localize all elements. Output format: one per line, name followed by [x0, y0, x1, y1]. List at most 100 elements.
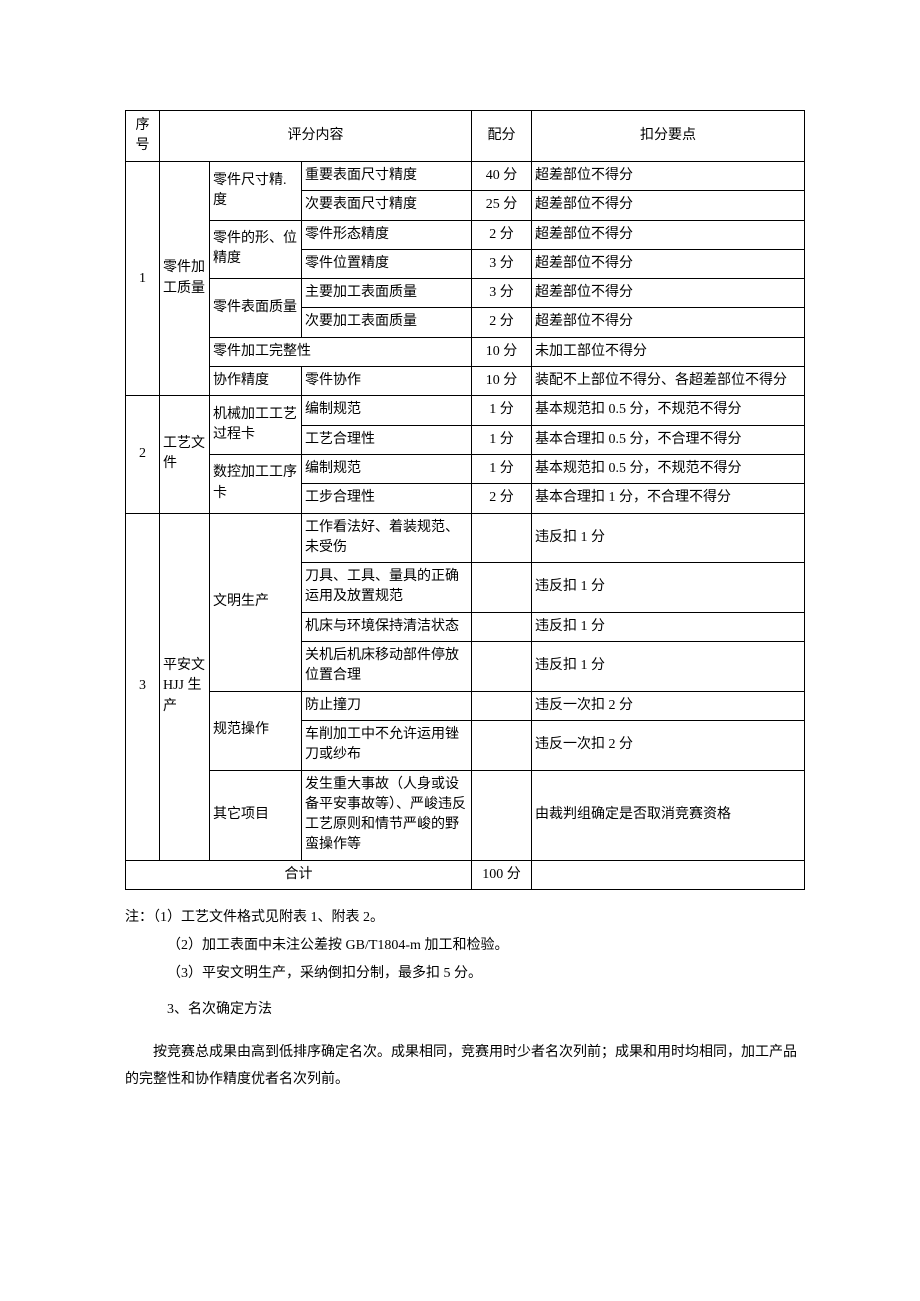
sub-cell: 其它项目: [210, 770, 302, 860]
item-cell: 零件形态精度: [302, 220, 472, 249]
score-cell: 40 分: [472, 162, 532, 191]
score-cell: 1 分: [472, 454, 532, 483]
table-row: 3 平安文HJJ 生产 文明生产 工作看法好、着装规范、未受伤 违反扣 1 分: [126, 513, 805, 563]
note-cell: 违反一次扣 2 分: [532, 691, 805, 720]
note-cell: 超差部位不得分: [532, 249, 805, 278]
note-line-2: （2）加工表面中未注公差按 GB/T1804-m 加工和检验。: [125, 932, 805, 960]
item-cell: 编制规范: [302, 454, 472, 483]
note-cell: 违反一次扣 2 分: [532, 720, 805, 770]
note-cell: 违反扣 1 分: [532, 612, 805, 641]
table-row: 数控加工工序卡 编制规范 1 分 基本规范扣 0.5 分，不规范不得分: [126, 454, 805, 483]
item-cell: 机床与环境保持清洁状态: [302, 612, 472, 641]
note-cell: 基本规范扣 0.5 分，不规范不得分: [532, 454, 805, 483]
item-cell: 零件位置精度: [302, 249, 472, 278]
score-cell: 3 分: [472, 279, 532, 308]
note-cell: 超差部位不得分: [532, 308, 805, 337]
sub-cell: 协作精度: [210, 367, 302, 396]
table-row: 协作精度 零件协作 10 分 装配不上部位不得分、各超差部位不得分: [126, 367, 805, 396]
hdr-note: 扣分要点: [532, 111, 805, 162]
sub-cell: 零件加工完整性: [210, 337, 472, 366]
body-paragraph: 按竞赛总成果由高到低排序确定名次。成果相同，竞赛用时少者名次列前；成果和用时均相…: [125, 1040, 805, 1093]
note-cell: 违反扣 1 分: [532, 513, 805, 563]
idx-cell: 1: [126, 162, 160, 396]
item-cell: 重要表面尺寸精度: [302, 162, 472, 191]
section-3-title: 3、名次确定方法: [125, 996, 805, 1024]
item-cell: 次要表面尺寸精度: [302, 191, 472, 220]
note-cell: 基本合理扣 1 分，不合理不得分: [532, 484, 805, 513]
notes-block: 注：（1）工艺文件格式见附表 1、附表 2。 （2）加工表面中未注公差按 GB/…: [125, 904, 805, 988]
note-1: （1）工艺文件格式见附表 1、附表 2。: [153, 910, 384, 925]
score-cell: [472, 513, 532, 563]
note-prefix: 注：: [125, 910, 153, 925]
total-label: 合计: [126, 860, 472, 889]
sub-cell: 零件表面质量: [210, 279, 302, 338]
score-cell: 3 分: [472, 249, 532, 278]
sub-cell: 机械加工工艺过程卡: [210, 396, 302, 455]
note-line-1: 注：（1）工艺文件格式见附表 1、附表 2。: [125, 904, 805, 932]
table-row: 零件加工完整性 10 分 未加工部位不得分: [126, 337, 805, 366]
note-cell: 基本合理扣 0.5 分，不合理不得分: [532, 425, 805, 454]
item-cell: 零件协作: [302, 367, 472, 396]
table-row: 其它项目 发生重大事故（人身或设备平安事故等）、严峻违反工艺原则和情节严峻的野蛮…: [126, 770, 805, 860]
total-row: 合计 100 分: [126, 860, 805, 889]
table-row: 2 工艺文件 机械加工工艺过程卡 编制规范 1 分 基本规范扣 0.5 分，不规…: [126, 396, 805, 425]
score-cell: [472, 563, 532, 613]
hdr-idx: 序号: [126, 111, 160, 162]
table-row: 零件表面质量 主要加工表面质量 3 分 超差部位不得分: [126, 279, 805, 308]
note-cell: 违反扣 1 分: [532, 642, 805, 692]
item-cell: 防止撞刀: [302, 691, 472, 720]
note-cell: 超差部位不得分: [532, 162, 805, 191]
note-cell: 装配不上部位不得分、各超差部位不得分: [532, 367, 805, 396]
score-cell: [472, 720, 532, 770]
item-cell: 次要加工表面质量: [302, 308, 472, 337]
sub-cell: 零件的形、位精度: [210, 220, 302, 279]
table-row: 规范操作 防止撞刀 违反一次扣 2 分: [126, 691, 805, 720]
sub-cell: 规范操作: [210, 691, 302, 770]
item-cell: 关机后机床移动部件停放位置合理: [302, 642, 472, 692]
item-cell: 主要加工表面质量: [302, 279, 472, 308]
score-cell: 10 分: [472, 367, 532, 396]
sub-cell: 零件尺寸精. 度: [210, 162, 302, 221]
item-cell: 工作看法好、着装规范、未受伤: [302, 513, 472, 563]
sub-cell: 文明生产: [210, 513, 302, 691]
idx-cell: 3: [126, 513, 160, 860]
note-cell: 基本规范扣 0.5 分，不规范不得分: [532, 396, 805, 425]
item-cell: 编制规范: [302, 396, 472, 425]
note-cell: 超差部位不得分: [532, 191, 805, 220]
score-cell: 1 分: [472, 425, 532, 454]
category-cell: 平安文HJJ 生产: [160, 513, 210, 860]
idx-cell: 2: [126, 396, 160, 513]
score-cell: [472, 612, 532, 641]
scoring-table: 序号 评分内容 配分 扣分要点 1 零件加工质量 零件尺寸精. 度 重要表面尺寸…: [125, 110, 805, 890]
table-row: 零件的形、位精度 零件形态精度 2 分 超差部位不得分: [126, 220, 805, 249]
item-cell: 刀具、工具、量具的正确运用及放置规范: [302, 563, 472, 613]
hdr-content: 评分内容: [160, 111, 472, 162]
score-cell: [472, 770, 532, 860]
score-cell: 2 分: [472, 308, 532, 337]
score-cell: 2 分: [472, 484, 532, 513]
item-cell: 发生重大事故（人身或设备平安事故等）、严峻违反工艺原则和情节严峻的野蛮操作等: [302, 770, 472, 860]
table-header-row: 序号 评分内容 配分 扣分要点: [126, 111, 805, 162]
item-cell: 工步合理性: [302, 484, 472, 513]
note-cell: 超差部位不得分: [532, 220, 805, 249]
category-cell: 零件加工质量: [160, 162, 210, 396]
table-row: 1 零件加工质量 零件尺寸精. 度 重要表面尺寸精度 40 分 超差部位不得分: [126, 162, 805, 191]
sub-cell: 数控加工工序卡: [210, 454, 302, 513]
note-cell: 违反扣 1 分: [532, 563, 805, 613]
item-cell: 车削加工中不允许运用锉刀或纱布: [302, 720, 472, 770]
hdr-score: 配分: [472, 111, 532, 162]
score-cell: 2 分: [472, 220, 532, 249]
category-cell: 工艺文件: [160, 396, 210, 513]
score-cell: 25 分: [472, 191, 532, 220]
score-cell: [472, 642, 532, 692]
note-cell: 由裁判组确定是否取消竞赛资格: [532, 770, 805, 860]
score-cell: 1 分: [472, 396, 532, 425]
note-cell: 未加工部位不得分: [532, 337, 805, 366]
score-cell: [472, 691, 532, 720]
total-note: [532, 860, 805, 889]
item-cell: 工艺合理性: [302, 425, 472, 454]
score-cell: 10 分: [472, 337, 532, 366]
total-score: 100 分: [472, 860, 532, 889]
note-cell: 超差部位不得分: [532, 279, 805, 308]
note-line-3: （3）平安文明生产，采纳倒扣分制，最多扣 5 分。: [125, 960, 805, 988]
